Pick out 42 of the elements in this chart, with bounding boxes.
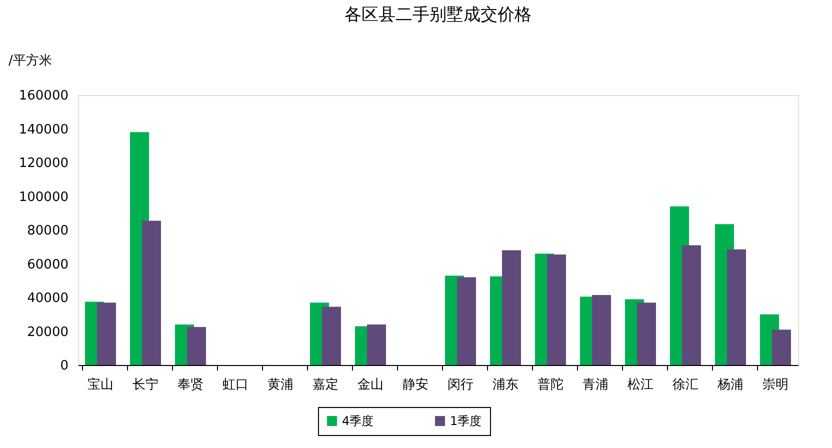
x-tick-label: 金山 <box>358 378 384 392</box>
x-tick-label: 青浦 <box>582 378 608 392</box>
y-tick-label: 60000 <box>27 257 68 272</box>
bar <box>187 327 206 365</box>
x-tick-label: 杨浦 <box>716 378 744 392</box>
x-tick-label: 宝山 <box>88 376 114 392</box>
bar <box>142 220 161 365</box>
y-tick-label: 80000 <box>27 224 68 238</box>
x-tick-label: 普陀 <box>538 376 564 392</box>
y-tick-label: 40000 <box>27 291 68 306</box>
bar <box>457 277 476 365</box>
y-axis-title: /平方米 <box>8 52 52 68</box>
legend-label: 4季度 <box>342 414 374 428</box>
y-tick-label: 0 <box>60 358 68 374</box>
bar <box>772 330 791 365</box>
x-tick-label: 静安 <box>402 376 428 392</box>
x-tick-label: 浦东 <box>492 378 518 392</box>
bar <box>502 250 521 365</box>
bar <box>367 324 386 365</box>
bar <box>322 306 341 365</box>
bar <box>682 245 701 365</box>
x-tick-label: 虹口 <box>222 378 248 392</box>
y-tick-label: 160000 <box>18 88 68 104</box>
x-tick-label: 崇明 <box>762 378 788 392</box>
bar <box>637 302 656 365</box>
x-tick-label: 闵行 <box>448 378 474 392</box>
bar <box>592 294 611 365</box>
bar <box>97 302 116 365</box>
bar <box>547 254 566 365</box>
x-tick-label: 徐汇 <box>672 378 698 392</box>
y-tick-label: 100000 <box>18 190 68 205</box>
y-tick-label: 120000 <box>18 156 68 171</box>
x-tick-label: 长宁 <box>132 376 158 392</box>
bar <box>727 249 746 365</box>
legend-label: 1季度 <box>450 414 482 428</box>
y-tick-label: 20000 <box>27 324 68 340</box>
x-tick-label: 嘉定 <box>312 378 338 392</box>
chart-title: 各区县二手别墅成交价格 <box>344 5 532 25</box>
x-tick-label: 奉贤 <box>178 378 204 392</box>
x-tick-label: 松江 <box>628 378 654 392</box>
x-tick-label: 黄浦 <box>268 378 294 392</box>
y-tick-label: 140000 <box>18 122 68 138</box>
